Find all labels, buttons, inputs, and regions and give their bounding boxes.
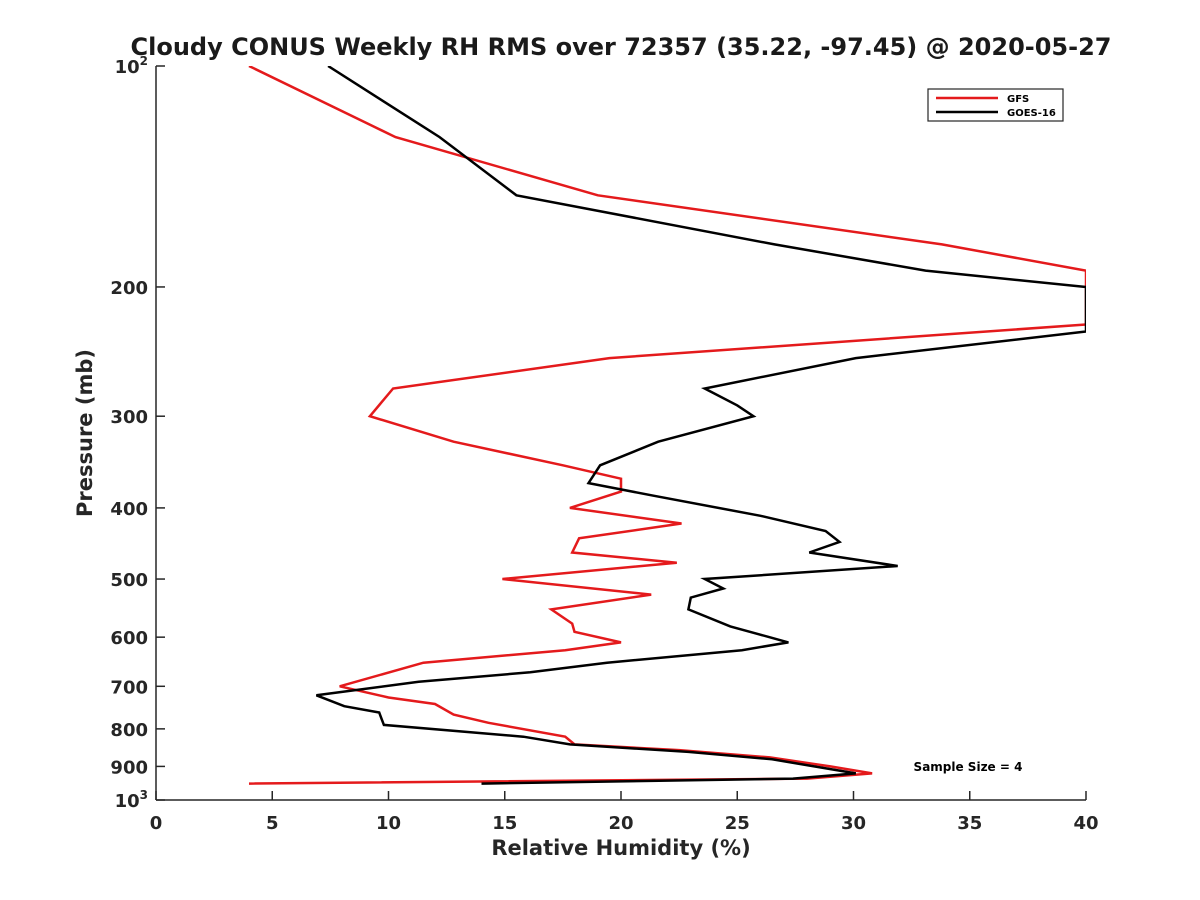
x-axis: 0 5 10 15 20 25 30 35 40 [150,791,1099,834]
y-tick-label: 400 [110,499,148,520]
x-tick-label: 0 [150,813,163,834]
x-axis-label: Relative Humidity (%) [491,836,750,860]
x-tick-label: 35 [957,813,982,834]
y-tick-label: 900 [110,757,148,778]
x-tick-label: 20 [608,813,633,834]
x-tick-label: 30 [841,813,866,834]
y-tick-label: 300 [110,407,148,428]
y-tick-label: 700 [110,677,148,698]
legend-label: GFS [1007,94,1029,105]
y-tick-label: 800 [110,720,148,741]
x-tick-label: 15 [492,813,517,834]
y-tick-label: 200 [110,278,148,299]
x-tick-label: 5 [266,813,279,834]
legend: GFS GOES-16 [927,88,1064,122]
x-tick-label: 10 [376,813,401,834]
y-tick-label: 102 [115,54,148,78]
legend-box [927,88,1064,122]
y-axis-label: Pressure (mb) [73,349,97,517]
series-group [248,66,1086,785]
y-tick-label: 103 [115,788,148,812]
y-axis: 102 200 300 400 500 600 700 800 900 103 [110,54,165,812]
series-line-gfs [248,66,1086,785]
y-tick-label: 600 [110,628,148,649]
plot-area [155,66,1086,801]
y-tick-label: 500 [110,570,148,591]
x-tick-label: 40 [1073,813,1098,834]
sample-size-annotation: Sample Size = 4 [914,760,1023,774]
legend-label: GOES-16 [1007,108,1056,119]
chart-title: Cloudy CONUS Weekly RH RMS over 72357 (3… [131,33,1112,61]
series-line-goes-16 [315,66,1086,785]
x-tick-label: 25 [725,813,750,834]
